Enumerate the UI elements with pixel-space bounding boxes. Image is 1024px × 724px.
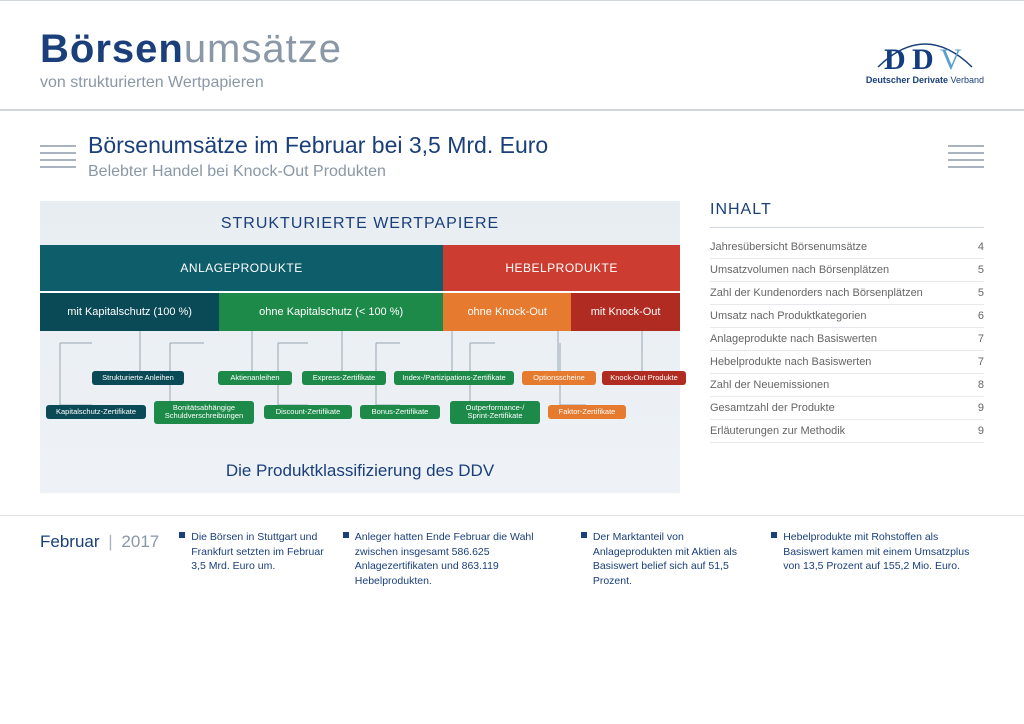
fact-item: Hebelprodukte mit Rohstoffen als Basiswe… <box>771 530 984 589</box>
leaf-l8: Bonus-Zertifikate <box>360 405 440 419</box>
bar-separator: | <box>104 532 116 551</box>
fact-item: Die Börsen in Stuttgart und Frankfurt se… <box>179 530 325 589</box>
toc-row[interactable]: Anlageprodukte nach Basiswerten 7 <box>710 328 984 351</box>
toc-page: 6 <box>978 310 984 322</box>
toc-page: 9 <box>978 425 984 437</box>
title-bold: Börsen <box>40 27 184 71</box>
logo-letter-d2: D <box>912 43 934 75</box>
logo-icon: D D V <box>870 29 980 75</box>
leaf-l9: Optionsscheine <box>522 371 596 385</box>
toc-separator <box>710 227 984 228</box>
toc-list: Jahresübersicht Börsenumsätze 4 Umsatzvolu… <box>710 236 984 443</box>
leaf-l1: Strukturierte Anleihen <box>92 371 184 385</box>
cell-mit-knockout: mit Knock-Out <box>571 291 680 331</box>
toc-title: INHALT <box>710 201 984 219</box>
headline-main: Börsenumsätze im Februar bei 3,5 Mrd. Eu… <box>88 132 948 159</box>
stripes-left-icon <box>40 140 76 173</box>
ddv-logo: D D V Deutscher Derivate Verband <box>866 29 984 85</box>
cell-ohne-kapitalschutz: ohne Kapitalschutz (< 100 %) <box>219 291 443 331</box>
toc-page: 7 <box>978 356 984 368</box>
toc-row[interactable]: Zahl der Kundenorders nach Börsenplätzen… <box>710 282 984 305</box>
fact-item: Der Marktanteil von Anlageprodukten mit … <box>581 530 753 589</box>
leaf-l5: Express-Zertifikate <box>302 371 386 385</box>
cell-ohne-knockout: ohne Knock-Out <box>443 291 571 331</box>
toc-page: 9 <box>978 402 984 414</box>
toc-label: Zahl der Kundenorders nach Börsenplätzen <box>710 287 923 299</box>
page-title: Börsenumsätze <box>40 27 342 72</box>
leaf-l12: Knock-Out Produkte <box>602 371 686 385</box>
toc-label: Hebelprodukte nach Basiswerten <box>710 356 871 368</box>
toc-label: Umsatz nach Produktkategorien <box>710 310 867 322</box>
date-block: Februar | 2017 <box>40 530 159 552</box>
title-light: umsätze <box>184 27 342 71</box>
toc-label: Gesamtzahl der Produkte <box>710 402 835 414</box>
footer-bar: Februar | 2017 Die Börsen in Stuttgart u… <box>0 515 1024 589</box>
headline-bar: Börsenumsätze im Februar bei 3,5 Mrd. Eu… <box>0 111 1024 201</box>
toc-label: Anlageprodukte nach Basiswerten <box>710 333 877 345</box>
cell-anlageprodukte: ANLAGEPRODUKTE <box>40 245 443 291</box>
leaf-l10: Outperformance-/ Sprint-Zertifikate <box>450 401 540 424</box>
logo-letter-v: V <box>940 43 962 75</box>
toc-row[interactable]: Gesamtzahl der Produkte 9 <box>710 397 984 420</box>
logo-letter-d1: D <box>884 43 906 75</box>
diagram-leaves: Strukturierte Anleihen Kapitalschutz-Zert… <box>40 331 680 451</box>
toc-row[interactable]: Umsatzvolumen nach Börsenplätzen 5 <box>710 259 984 282</box>
leaf-l6: Discount-Zertifikate <box>264 405 352 419</box>
diagram-title: STRUKTURIERTE WERTPAPIERE <box>40 201 680 245</box>
toc-label: Jahresübersicht Börsenumsätze <box>710 241 867 253</box>
logo-subtitle: Deutscher Derivate Verband <box>866 75 984 85</box>
toc-row[interactable]: Zahl der Neuemissionen 8 <box>710 374 984 397</box>
facts-row: Die Börsen in Stuttgart und Frankfurt se… <box>179 530 984 589</box>
leaf-l11: Faktor-Zertifikate <box>548 405 626 419</box>
headline-sub: Belebter Handel bei Knock-Out Produkten <box>88 163 948 181</box>
leaf-l2: Kapitalschutz-Zertifikate <box>46 405 146 419</box>
leaf-l4: Bonitätsabhängige Schuldverschreibungen <box>154 401 254 424</box>
stripes-right-icon <box>948 140 984 173</box>
cell-mit-kapitalschutz: mit Kapitalschutz (100 %) <box>40 291 219 331</box>
diagram-caption: Die Produktklassifizierung des DDV <box>40 451 680 481</box>
diagram-row-level2: mit Kapitalschutz (100 %) ohne Kapitalsc… <box>40 291 680 331</box>
year-label: 2017 <box>121 532 159 551</box>
toc-panel: INHALT Jahresübersicht Börsenumsätze 4 Ums… <box>710 201 984 493</box>
headline-text: Börsenumsätze im Februar bei 3,5 Mrd. Eu… <box>80 132 948 181</box>
toc-label: Zahl der Neuemissionen <box>710 379 829 391</box>
header-bar: Börsenumsätze von strukturierten Wertpap… <box>0 1 1024 111</box>
toc-page: 8 <box>978 379 984 391</box>
toc-label: Erläuterungen zur Methodik <box>710 425 845 437</box>
page: Börsenumsätze von strukturierten Wertpap… <box>0 0 1024 724</box>
cell-hebelprodukte: HEBELPRODUKTE <box>443 245 680 291</box>
month-label: Februar <box>40 532 100 551</box>
page-subtitle: von strukturierten Wertpapieren <box>40 74 342 92</box>
leaf-l3: Aktienanleihen <box>218 371 292 385</box>
toc-row[interactable]: Umsatz nach Produktkategorien 6 <box>710 305 984 328</box>
product-classification-diagram: STRUKTURIERTE WERTPAPIERE ANLAGEPRODUKTE… <box>40 201 680 493</box>
toc-row[interactable]: Erläuterungen zur Methodik 9 <box>710 420 984 443</box>
toc-page: 5 <box>978 287 984 299</box>
toc-page: 5 <box>978 264 984 276</box>
toc-row[interactable]: Hebelprodukte nach Basiswerten 7 <box>710 351 984 374</box>
toc-page: 7 <box>978 333 984 345</box>
title-block: Börsenumsätze von strukturierten Wertpap… <box>40 27 342 92</box>
toc-row[interactable]: Jahresübersicht Börsenumsätze 4 <box>710 236 984 259</box>
toc-page: 4 <box>978 241 984 253</box>
main-content: STRUKTURIERTE WERTPAPIERE ANLAGEPRODUKTE… <box>0 201 1024 493</box>
toc-label: Umsatzvolumen nach Börsenplätzen <box>710 264 889 276</box>
diagram-row-level1: ANLAGEPRODUKTE HEBELPRODUKTE <box>40 245 680 291</box>
leaf-l7: Index-/Partizipations-Zertifikate <box>394 371 514 385</box>
connectors-icon <box>40 331 680 451</box>
fact-item: Anleger hatten Ende Februar die Wahl zwi… <box>343 530 563 589</box>
